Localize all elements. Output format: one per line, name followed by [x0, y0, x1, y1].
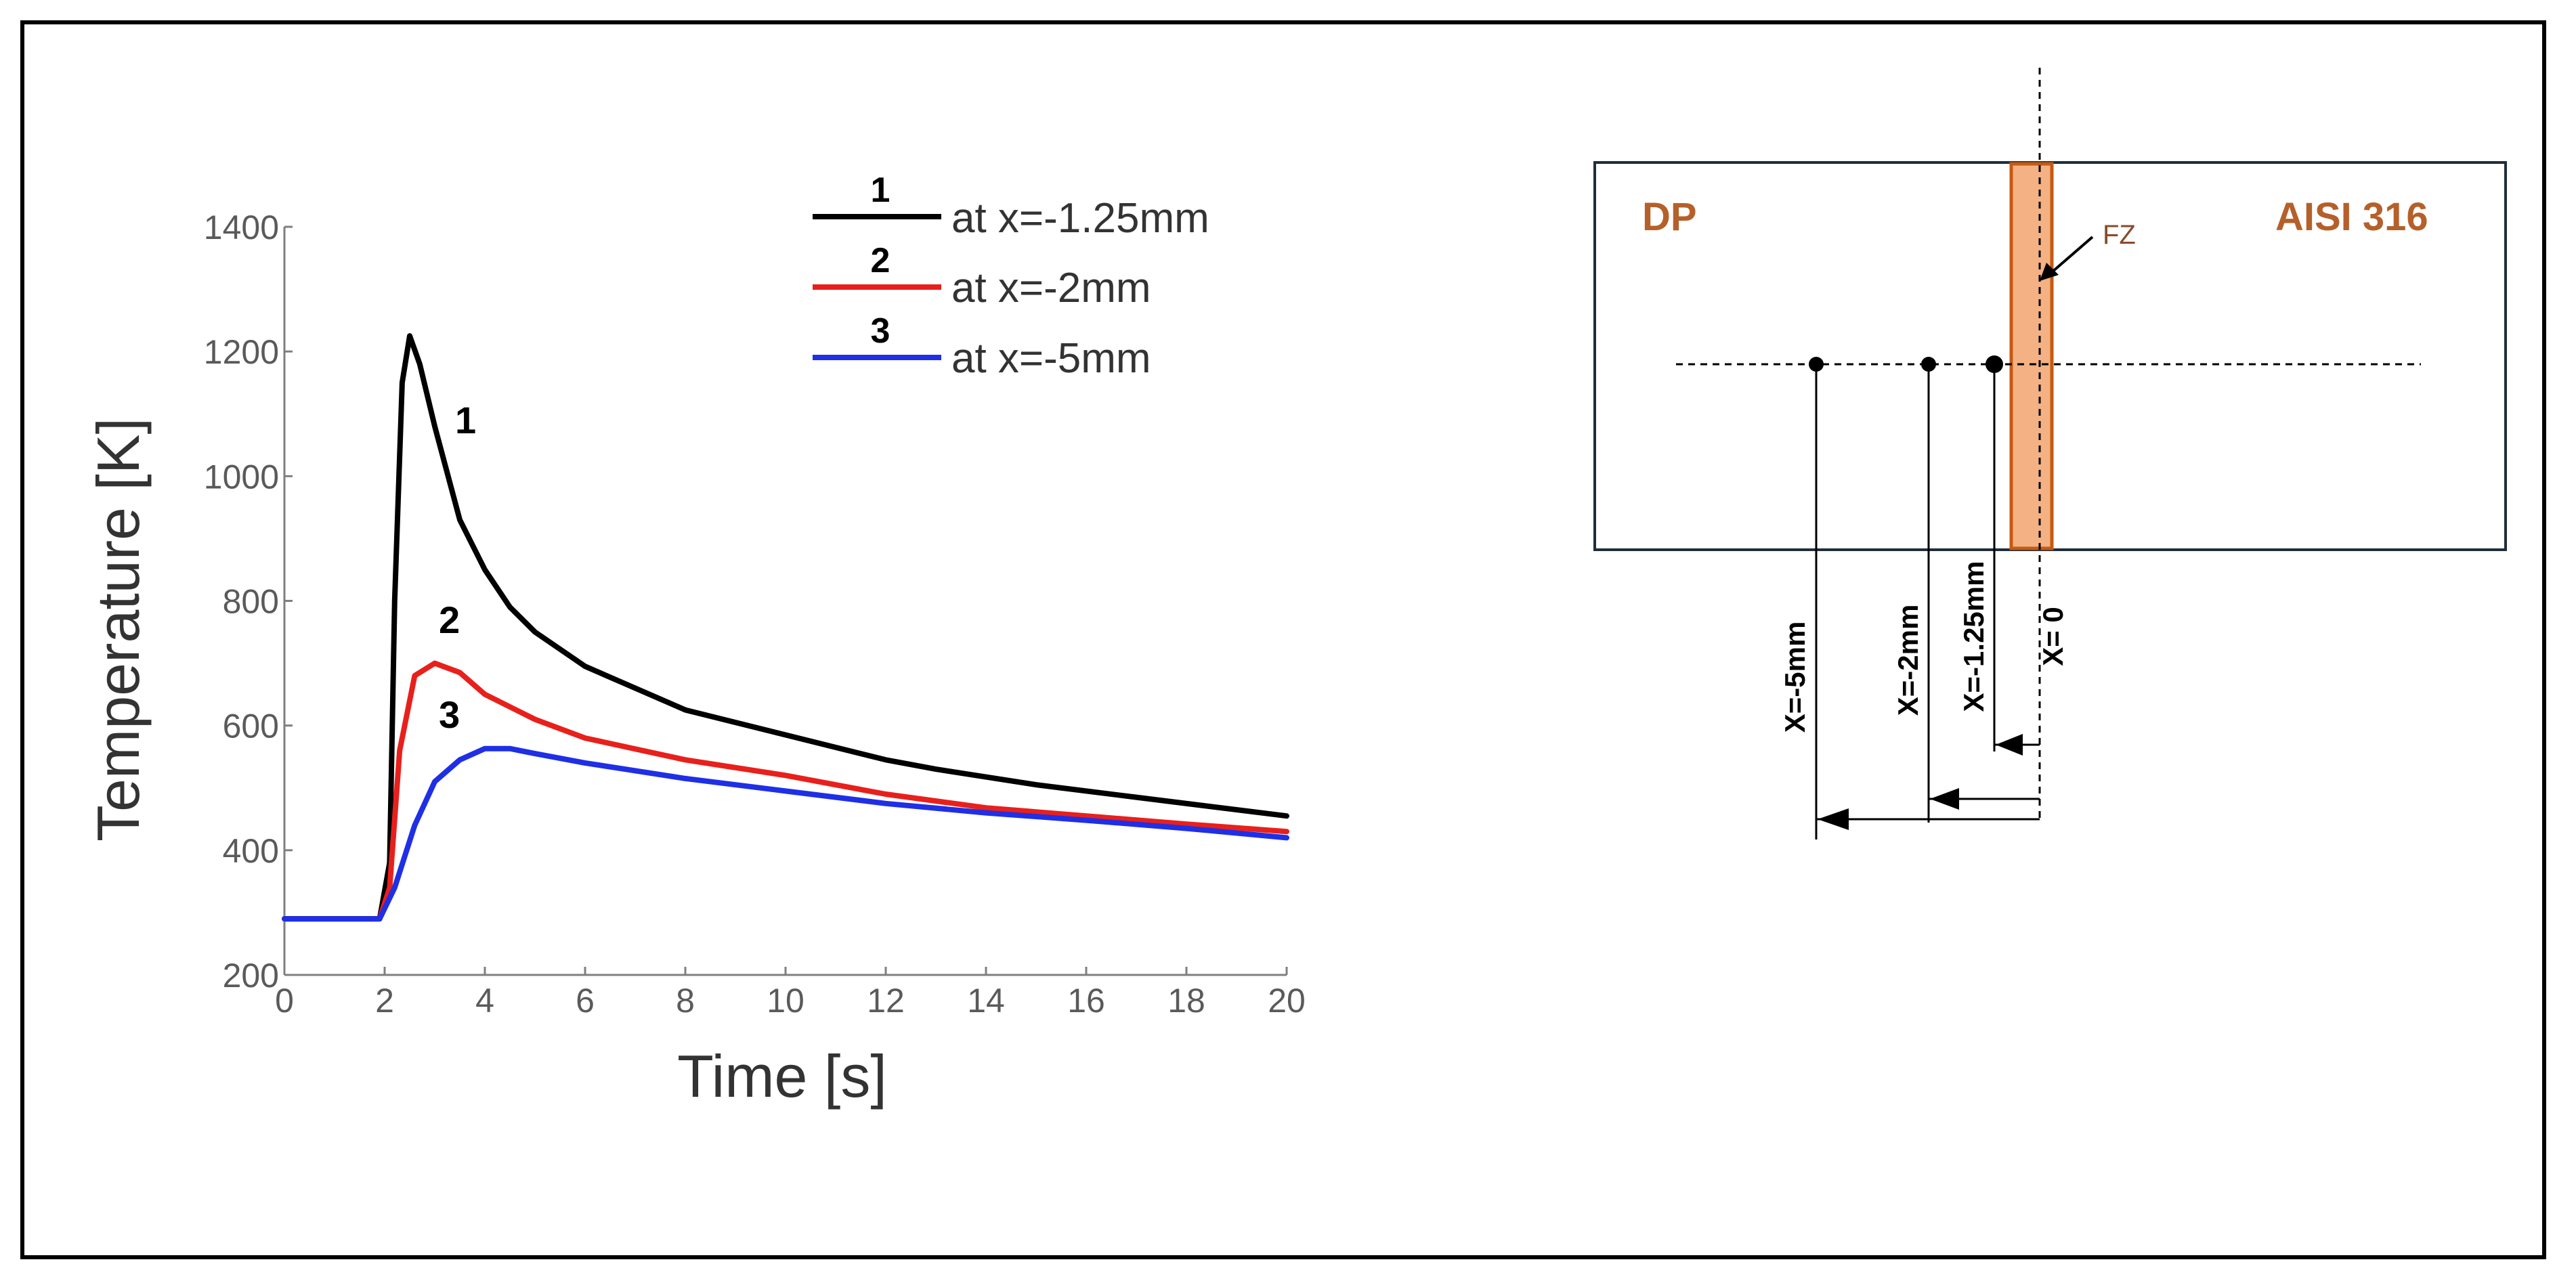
y-tick-label: 1400 [204, 209, 279, 246]
x-tick-label: 16 [1067, 982, 1105, 1020]
legend-label-2: at x=-2mm [951, 265, 1151, 311]
label-x-5mm: X=-5mm [1779, 622, 1811, 733]
dim-arrowhead-1-25mm [1996, 734, 2023, 756]
x-tick-label: 8 [676, 982, 695, 1020]
x-tick-label: 10 [767, 982, 804, 1020]
label-x-0: X= 0 [2037, 607, 2069, 666]
temperature-chart: 0 2 4 6 8 10 12 14 16 18 20 2004006008001000120014… [85, 171, 1306, 1110]
y-tick-label: 200 [223, 957, 279, 995]
series-line-3 [282, 745, 1289, 922]
x-tick-labels: 0 2 4 6 8 10 12 14 16 18 20 [275, 982, 1306, 1020]
chart-legend: 1 at x=-1.25mm 2 at x=-2mm 3 at x=-5mm [813, 171, 1209, 382]
x-tick-label: 20 [1268, 982, 1306, 1020]
y-axis-title: Temperature [K] [85, 418, 152, 842]
weld-schematic: DP AISI 316 FZ X=-5mm X=-2mm X=-1.25mm X… [1593, 68, 2507, 840]
figure-frame [20, 20, 2546, 1259]
x-tick-label: 4 [475, 982, 494, 1020]
curve-label-1: 1 [455, 399, 476, 441]
y-tick-label: 800 [223, 583, 279, 621]
y-tick-label: 400 [223, 832, 279, 870]
x-axis-title: Time [s] [677, 1043, 887, 1110]
fz-arrow-line [2051, 236, 2094, 274]
legend-label-1: at x=-1.25mm [951, 195, 1209, 242]
curve-label-2: 2 [439, 598, 460, 641]
x-tick-label: 0 [275, 982, 294, 1020]
label-x-2mm: X=-2mm [1892, 605, 1924, 716]
y-tick-label: 600 [223, 707, 279, 745]
chart-series [282, 333, 1289, 922]
x-tick-label: 6 [576, 982, 595, 1020]
left-material-label: DP [1642, 195, 1697, 239]
legend-label-3: at x=-5mm [951, 335, 1151, 382]
fusion-zone [2009, 162, 2054, 550]
fz-arrow-head [2040, 263, 2059, 281]
series-line-1 [282, 333, 1289, 922]
fusion-zone-label: FZ [2103, 220, 2136, 250]
legend-number-3: 3 [871, 311, 890, 351]
dim-arrowhead-5mm [1818, 808, 1849, 830]
x-tick-label: 14 [967, 982, 1005, 1020]
legend-number-2: 2 [871, 241, 890, 280]
chart-axes [283, 225, 1288, 976]
dim-arrowhead-2mm [1930, 788, 1959, 810]
curve-label-3: 3 [439, 693, 460, 736]
y-tick-label: 1200 [204, 333, 279, 371]
x-tick-label: 18 [1167, 982, 1205, 1020]
label-x-1-25mm: X=-1.25mm [1958, 561, 1990, 712]
right-material-label: AISI 316 [2275, 195, 2428, 239]
legend-number-1: 1 [871, 171, 890, 210]
y-tick-label: 1000 [204, 458, 279, 496]
series-line-2 [282, 660, 1289, 922]
x-tick-label: 2 [375, 982, 394, 1020]
x-tick-label: 12 [867, 982, 905, 1020]
y-tick-labels: 200 400 600 800 1000 1200 1400 [204, 209, 279, 995]
